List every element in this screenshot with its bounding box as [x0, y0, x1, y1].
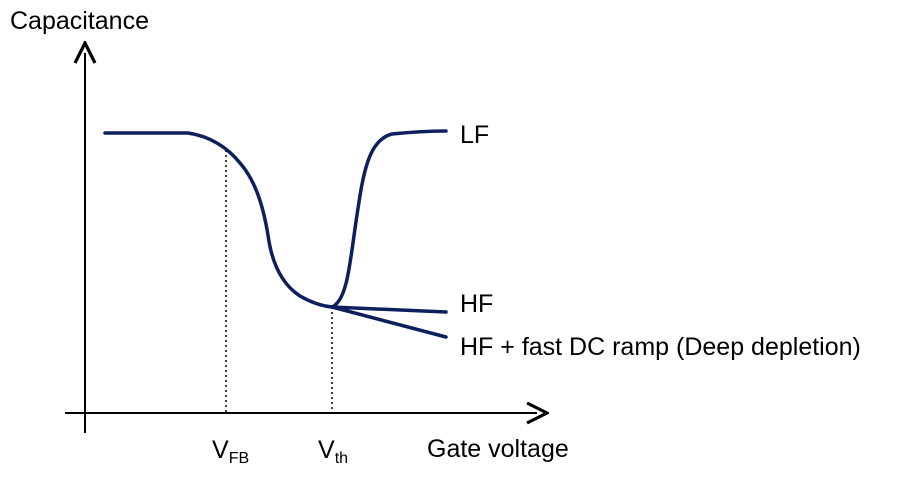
y-axis-label: Capacitance: [10, 7, 149, 35]
hf-curve: [330, 305, 448, 314]
vth-subscript: th: [334, 450, 349, 467]
lf-curve: [330, 129, 448, 309]
vfb-symbol: V: [212, 436, 229, 464]
vth-symbol: V: [318, 436, 335, 464]
common-curve: [103, 131, 334, 309]
deep-depletion-curve-label: HF + fast DC ramp (Deep depletion): [460, 333, 861, 361]
vfb-subscript: FB: [228, 450, 250, 467]
lf-curve-label: LF: [460, 121, 490, 149]
hf-curve-label: HF: [460, 290, 494, 318]
vfb-label: VFB: [212, 438, 249, 467]
x-axis-label: Gate voltage: [427, 435, 569, 463]
vth-label: Vth: [318, 438, 348, 467]
deep-depletion-curve: [330, 305, 448, 339]
